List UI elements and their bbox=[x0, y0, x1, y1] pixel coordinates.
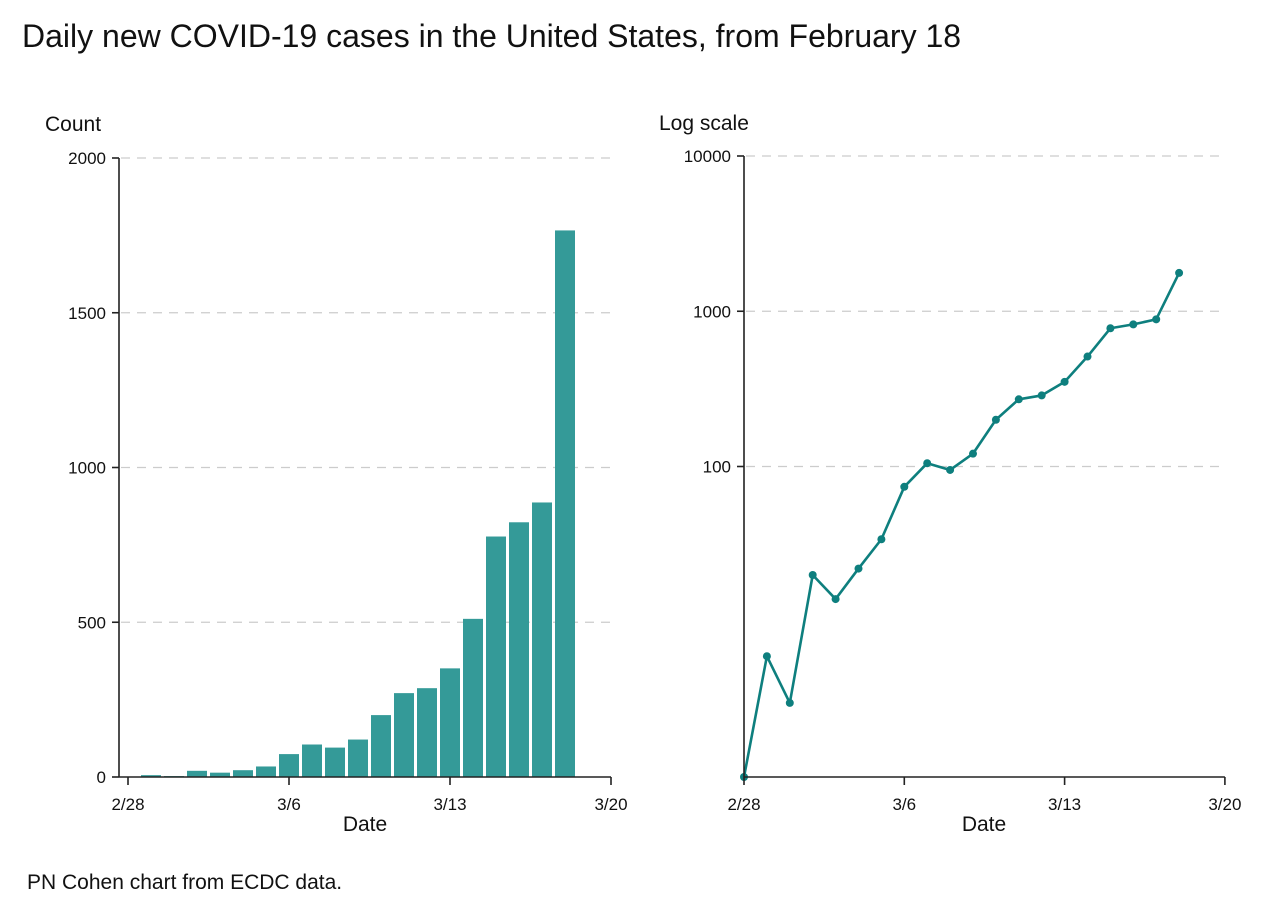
point-3-18 bbox=[1175, 268, 1184, 277]
point-3-2 bbox=[808, 571, 817, 580]
point-3-10 bbox=[991, 415, 1000, 424]
point-3-12 bbox=[1037, 391, 1046, 400]
bar-3-18 bbox=[555, 230, 575, 778]
gridlines bbox=[746, 155, 1224, 468]
bar-3-4 bbox=[233, 770, 253, 777]
axes: 0 500 1000 1500 2000 2/28 3/6 3/13 3/20 bbox=[68, 149, 627, 814]
x-tick-label: 2/28 bbox=[111, 795, 144, 814]
bar-3-13 bbox=[440, 668, 460, 777]
point-3-17 bbox=[1152, 315, 1161, 324]
bar-3-15 bbox=[486, 536, 506, 777]
series-line bbox=[742, 272, 1181, 778]
bar-2-29 bbox=[141, 775, 161, 777]
point-3-1 bbox=[785, 698, 794, 707]
x-tick-label: 3/20 bbox=[594, 795, 627, 814]
point-3-5 bbox=[877, 535, 886, 544]
point-3-11 bbox=[1014, 395, 1023, 404]
y-tick-label: 500 bbox=[78, 613, 106, 632]
x-tick-label: 3/6 bbox=[277, 795, 301, 814]
point-2-29 bbox=[762, 652, 771, 661]
point-3-6 bbox=[900, 482, 909, 491]
y-tick-label: 1000 bbox=[68, 459, 106, 478]
x-tick-label: 3/20 bbox=[1208, 795, 1241, 814]
point-3-13 bbox=[1060, 377, 1069, 386]
y-tick-label: 1000 bbox=[693, 302, 731, 321]
x-tick-label: 3/13 bbox=[1048, 795, 1081, 814]
point-3-14 bbox=[1083, 352, 1092, 361]
x-axis-title-date: Date bbox=[962, 813, 1006, 836]
bar-3-14 bbox=[463, 618, 483, 777]
bar-3-9 bbox=[348, 739, 368, 777]
count-bar-chart: Count 0 500 1000 1500 2000 2/28 3/6 3/13 3/20 Da… bbox=[45, 113, 628, 836]
x-tick-label: 3/6 bbox=[892, 795, 916, 814]
bar-3-5 bbox=[256, 766, 276, 777]
chart-title: Daily new COVID-19 cases in the United S… bbox=[22, 18, 962, 54]
bar-3-7 bbox=[302, 744, 322, 777]
point-3-15 bbox=[1106, 324, 1115, 333]
point-3-7 bbox=[923, 459, 932, 468]
bars bbox=[118, 230, 575, 778]
line-series bbox=[740, 268, 1184, 781]
point-3-9 bbox=[969, 449, 977, 458]
y-tick-label: 10000 bbox=[684, 147, 731, 166]
bar-3-12 bbox=[417, 688, 437, 777]
log-scale-line-chart: Log scale 100 1000 10000 2/28 3/6 3/13 3/20 Da… bbox=[659, 112, 1241, 836]
y-axis-title-count: Count bbox=[45, 113, 101, 136]
point-3-8 bbox=[946, 465, 955, 474]
point-3-16 bbox=[1129, 320, 1138, 329]
point-3-4 bbox=[854, 564, 863, 573]
bar-3-17 bbox=[532, 502, 552, 777]
bar-3-8 bbox=[325, 747, 345, 777]
y-tick-label: 100 bbox=[703, 458, 731, 477]
bar-3-16 bbox=[509, 522, 529, 777]
bar-3-6 bbox=[279, 754, 299, 777]
y-tick-label: 0 bbox=[97, 768, 106, 787]
y-tick-label: 1500 bbox=[68, 304, 106, 323]
x-tick-label: 2/28 bbox=[727, 795, 760, 814]
y-axis-title-log-scale: Log scale bbox=[659, 112, 749, 135]
bar-3-2 bbox=[187, 770, 207, 777]
gridlines bbox=[121, 157, 612, 623]
y-tick-label: 2000 bbox=[68, 149, 106, 168]
bar-3-3 bbox=[210, 772, 230, 777]
source-caption: PN Cohen chart from ECDC data. bbox=[27, 871, 343, 894]
bar-3-11 bbox=[394, 693, 414, 777]
x-tick-label: 3/13 bbox=[433, 795, 466, 814]
point-3-3 bbox=[831, 595, 840, 604]
x-axis-title-date: Date bbox=[343, 813, 387, 836]
bar-3-10 bbox=[371, 715, 391, 777]
axes: 100 1000 10000 2/28 3/6 3/13 3/20 bbox=[684, 147, 1242, 814]
